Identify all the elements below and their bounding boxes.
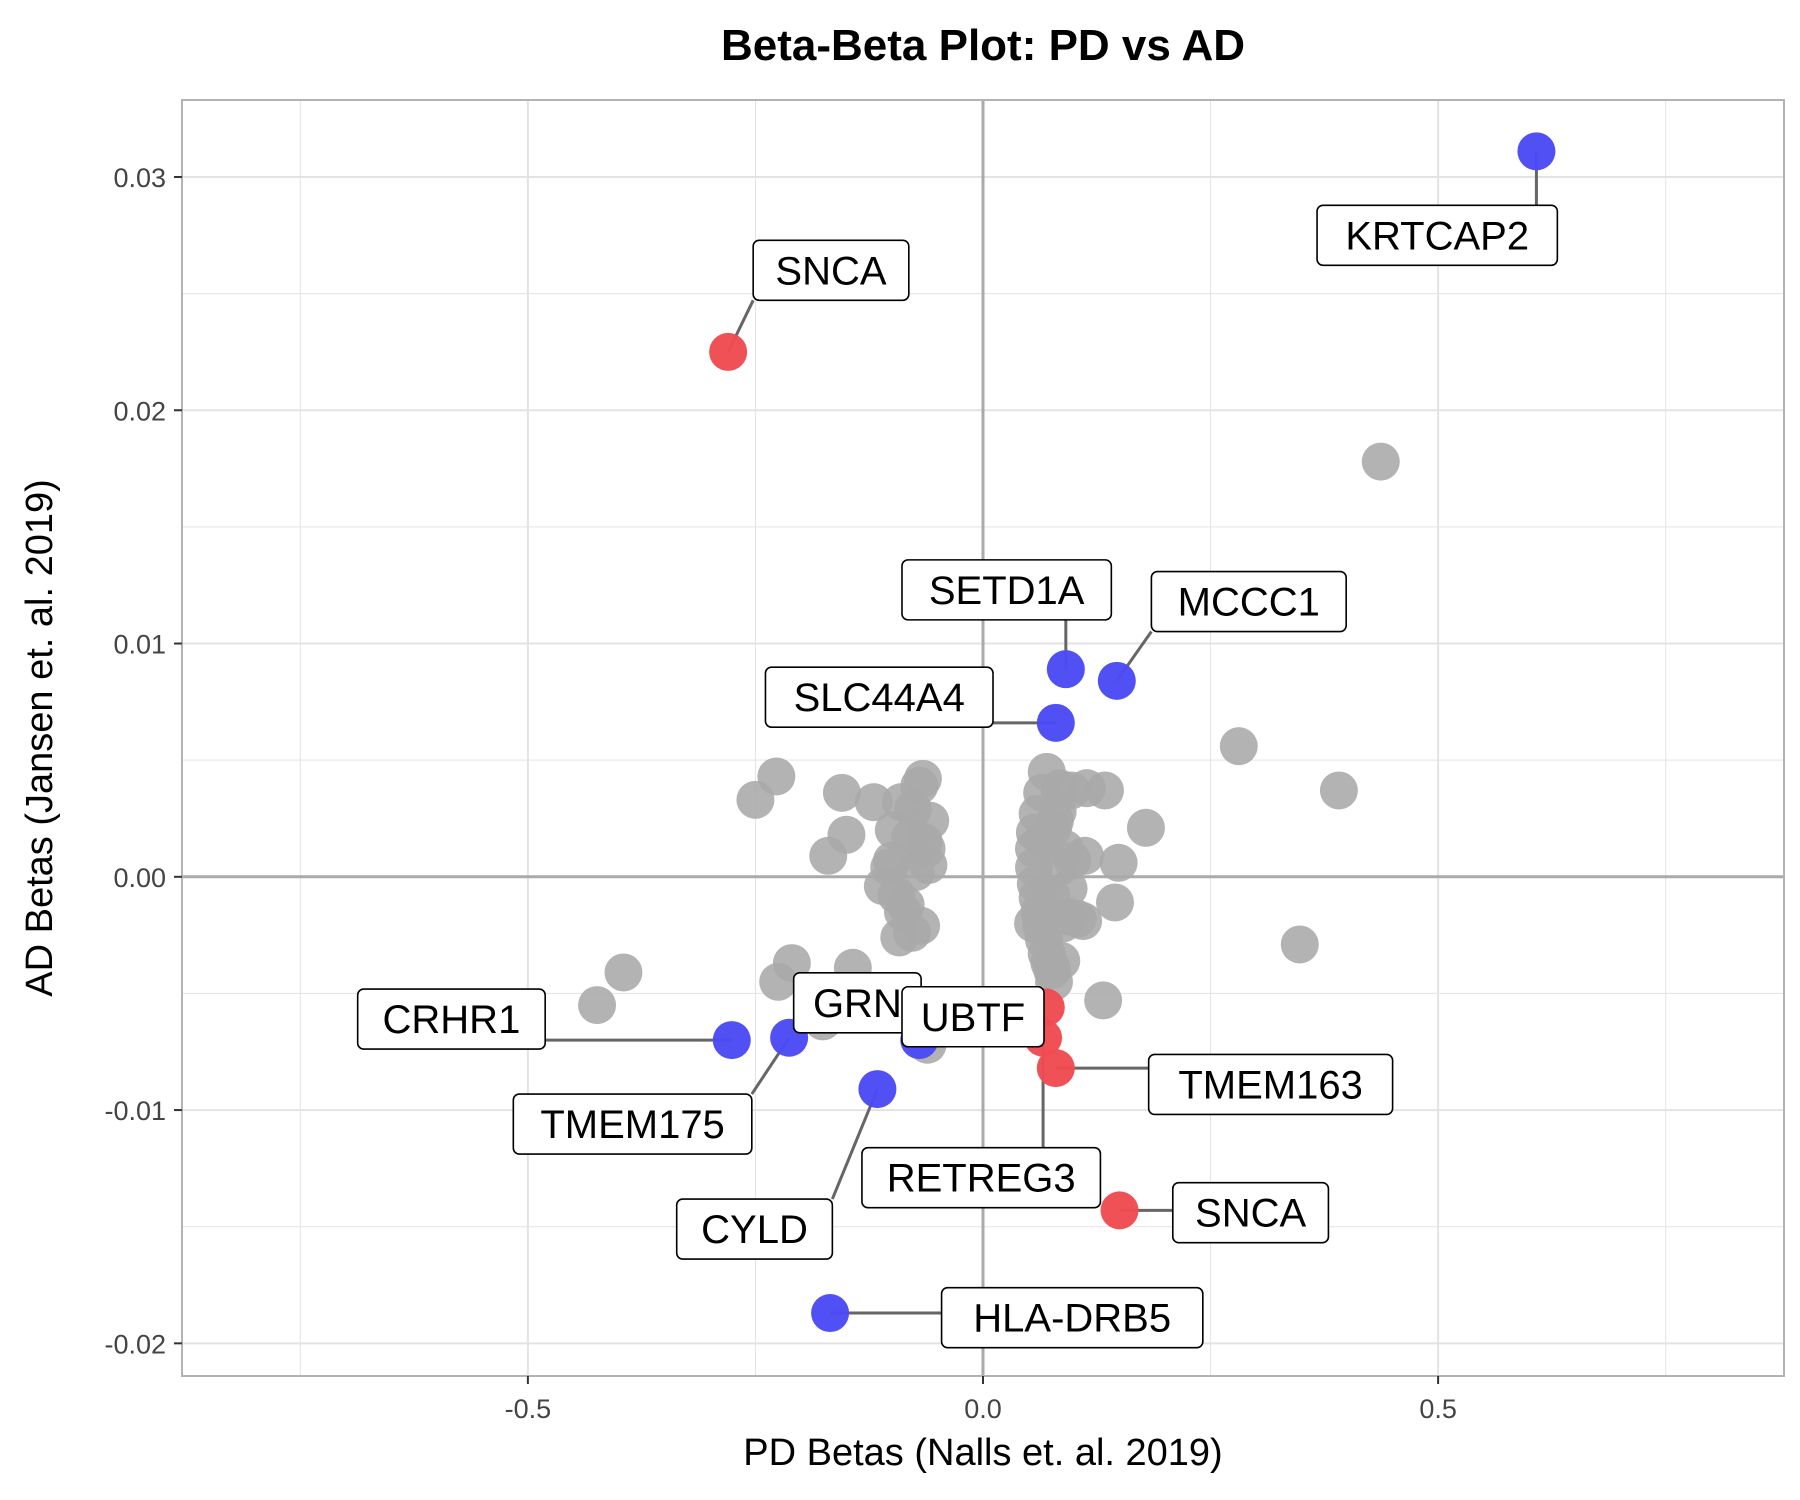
label-box [901, 559, 1113, 621]
gray-data-point [1361, 442, 1400, 481]
gray-data-point [809, 836, 848, 875]
gray-data-point [1038, 792, 1077, 831]
gray-data-point [893, 790, 932, 829]
label-box [1150, 570, 1347, 633]
label-box [752, 239, 910, 302]
label-box [1171, 1181, 1330, 1244]
blue-data-point [1097, 661, 1136, 700]
gray-data-point [1014, 904, 1053, 943]
gene-label: HLA-DRB5 [973, 1297, 1171, 1341]
gene-label: MCCC1 [1178, 581, 1320, 625]
label-box [1316, 204, 1559, 267]
label-box [512, 1093, 753, 1155]
red-data-point [1036, 1049, 1075, 1088]
blue-data-point [1036, 703, 1075, 742]
gene-label: UBTF [921, 996, 1025, 1040]
blue-data-point [811, 1294, 850, 1333]
label-leader-line [830, 1088, 879, 1200]
label-box [940, 1286, 1204, 1349]
label-box [764, 666, 994, 728]
gray-data-point [578, 986, 617, 1025]
blue-data-point [858, 1070, 897, 1109]
gene-label: SNCA [775, 249, 886, 293]
gray-data-point [736, 780, 775, 819]
y-tick-label: 0.01 [113, 630, 166, 660]
x-axis-title: PD Betas (Nalls et. al. 2019) [743, 1432, 1222, 1474]
blue-data-point [1046, 650, 1085, 689]
y-tick-label: 0.03 [113, 163, 166, 193]
x-tick-label: 0.0 [964, 1394, 1002, 1424]
gray-data-point [1219, 727, 1258, 766]
gray-data-point [1095, 883, 1134, 922]
label-box [356, 988, 546, 1050]
gray-data-point [822, 773, 861, 812]
axis-ticks: -0.5 0.0 0.5 -0.02 -0.01 0.00 0.01 0.02 0.03 [104, 163, 1456, 1424]
gene-label: TMEM163 [1178, 1063, 1363, 1107]
blue-data-point [712, 1021, 751, 1060]
gene-label: KRTCAP2 [1345, 214, 1529, 258]
x-tick-label: 0.5 [1419, 1394, 1457, 1424]
y-tick-label: 0.02 [113, 396, 166, 426]
gray-data-point [759, 962, 798, 1001]
x-tick-label: -0.5 [505, 1394, 552, 1424]
gene-label: GRN [813, 982, 902, 1026]
gene-label: CYLD [701, 1208, 808, 1252]
y-tick-label: 0.00 [113, 863, 166, 893]
gene-label: SLC44A4 [794, 676, 965, 720]
point-labels: KRTCAP2 SNCA SETD1A MCCC1 SLC44A4 CRHR1 GRN UBT… [356, 204, 1559, 1349]
gray-data-point [1084, 981, 1123, 1020]
gene-label: TMEM175 [540, 1103, 725, 1147]
gene-label: CRHR1 [383, 998, 521, 1042]
gray-data-point [1049, 869, 1088, 908]
red-data-point [709, 332, 748, 371]
red-data-point [1100, 1191, 1139, 1230]
y-axis-title: AD Betas (Jansen et. al. 2019) [19, 479, 61, 997]
blue-data-point [1517, 132, 1556, 171]
gray-data-point [1042, 941, 1081, 980]
label-box [901, 985, 1045, 1048]
gray-data-point [854, 783, 893, 822]
gray-data-point [1280, 925, 1319, 964]
gray-data-point [604, 953, 643, 992]
label-box [861, 1146, 1102, 1209]
gray-data-point [1319, 771, 1358, 810]
gray-data-point [904, 822, 943, 861]
gene-label: SNCA [1195, 1192, 1306, 1236]
label-box [675, 1198, 834, 1260]
gray-data-point [896, 853, 935, 892]
gray-data-point [1126, 808, 1165, 847]
gray-data-point [1064, 902, 1103, 941]
y-tick-label: -0.01 [104, 1096, 166, 1126]
chart-title: Beta-Beta Plot: PD vs AD [721, 21, 1245, 70]
gray-data-point [1045, 829, 1084, 868]
label-box [1147, 1053, 1394, 1116]
gene-label: RETREG3 [887, 1157, 1076, 1201]
gray-data-point [886, 885, 925, 924]
gray-data-point [1099, 843, 1138, 882]
gene-label: SETD1A [929, 569, 1085, 613]
y-tick-label: -0.02 [104, 1329, 166, 1359]
